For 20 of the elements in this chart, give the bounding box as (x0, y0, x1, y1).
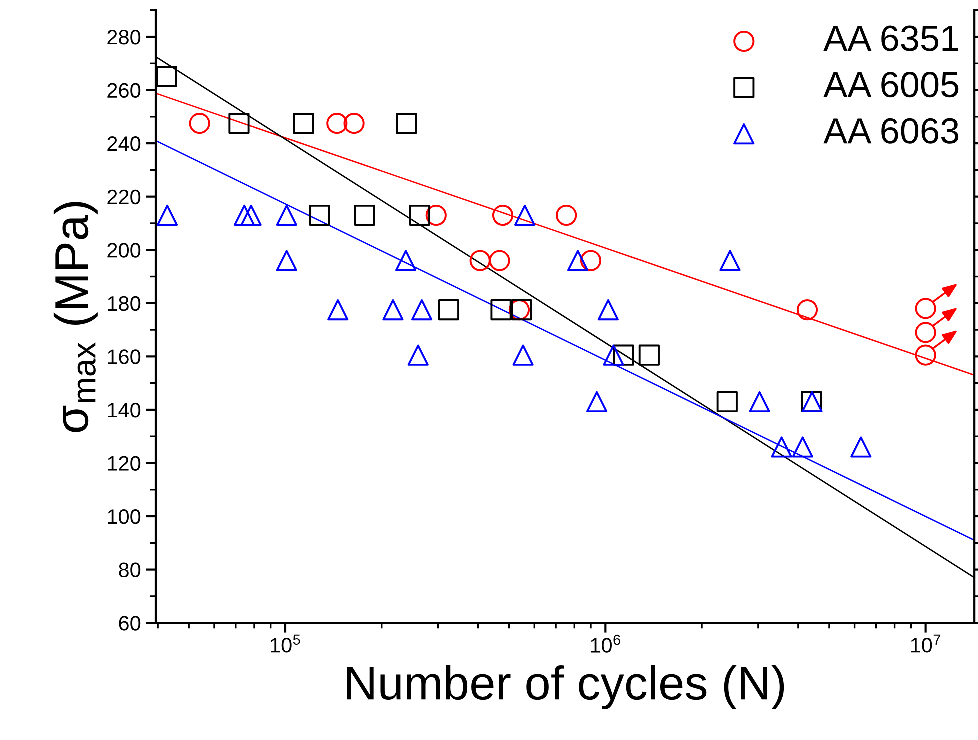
y-tick-label: 240 (108, 136, 141, 152)
x-axis-title: Number of cycles (N) (347, 665, 784, 710)
y-tick-label: 260 (108, 83, 141, 98)
legend-label: AA 6351 (824, 26, 958, 52)
y-tick-label: 160 (108, 350, 141, 364)
y-tick-label: 180 (108, 296, 141, 312)
x-tick-label: 10$^{7}$ (911, 634, 941, 653)
y-tick-label: 140 (108, 402, 141, 418)
y-tick-label: 280 (108, 30, 141, 45)
y-tick-label: 100 (108, 510, 141, 524)
legend-label: AA 6005 (824, 72, 959, 98)
x-tick-label: 10$^{6}$ (591, 634, 620, 653)
y-tick-label: 80 (119, 562, 141, 578)
y-tick-label: 200 (108, 243, 141, 258)
x-tick-label: 10$^{5}$ (271, 634, 300, 653)
y-tick-label: 220 (108, 190, 141, 205)
y-axis-title: σ$_{max}$ (MPa) (54, 202, 98, 432)
y-tick-label: 120 (108, 456, 141, 471)
legend-label: AA 6063 (824, 118, 959, 144)
y-tick-label: 60 (119, 616, 141, 631)
